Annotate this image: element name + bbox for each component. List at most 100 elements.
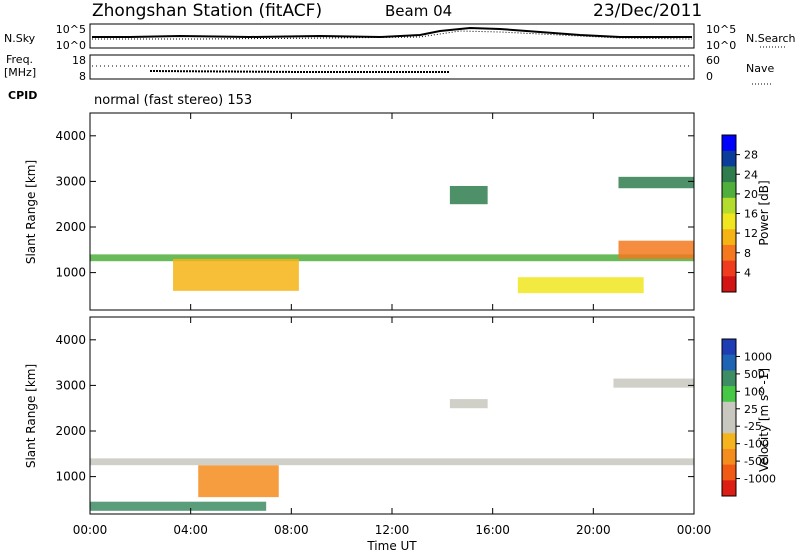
x-tick-label: 00:00 <box>677 523 712 537</box>
power-colorbar: 4 8 12 16 20 24 28 <box>721 134 758 293</box>
x-tick-label: 08:00 <box>274 523 309 537</box>
colorbar-frame <box>721 338 737 497</box>
echo-region <box>449 399 488 409</box>
colorbar-swatch <box>722 480 736 497</box>
colorbar-swatch <box>722 354 736 371</box>
colorbar-swatch <box>722 229 736 246</box>
colorbar-swatch <box>722 197 736 214</box>
colorbar-swatch <box>722 182 736 199</box>
echo-region <box>449 185 488 205</box>
power-y-ticks: 1000 2000 3000 4000 <box>55 129 694 280</box>
date-label: 23/Dec/2011 <box>593 1 702 21</box>
y-tick-label: 3000 <box>55 174 86 188</box>
echo-region <box>613 378 694 388</box>
y-tick-label: 1000 <box>55 470 86 484</box>
colorbar-swatch <box>722 386 736 403</box>
echo-region <box>173 258 299 291</box>
y-tick-label: 2000 <box>55 424 86 438</box>
y-tick-label: 4000 <box>55 333 86 347</box>
power-y-axis-label: Slant Range [km] <box>24 160 38 264</box>
colorbar-swatch <box>722 433 736 450</box>
nsearch-label: N.Search <box>746 32 796 45</box>
velocity-panel-frame <box>89 316 695 515</box>
colorbar-swatch <box>722 464 736 481</box>
freq-label: Freq. <box>6 53 33 66</box>
velocity-colorbar-label: Velocity [m s^-1] <box>757 368 771 472</box>
colorbar-tick-label: -25 <box>744 420 762 433</box>
echo-region <box>618 240 694 259</box>
x-tick-label: 12:00 <box>375 523 410 537</box>
colorbar-tick-label: -100 <box>744 438 769 451</box>
colorbar-swatch <box>722 260 736 277</box>
x-axis-label: Time UT <box>366 539 417 553</box>
colorbar-swatch <box>722 150 736 167</box>
colorbar-swatch <box>722 339 736 356</box>
x-tick-label: 16:00 <box>475 523 510 537</box>
velocity-heatmap <box>90 378 694 511</box>
colorbar-swatch <box>722 166 736 183</box>
echo-region <box>618 176 694 189</box>
velocity-panel: 1000 2000 3000 4000 Slant Range [km] 1000 50… <box>24 316 776 515</box>
nave-label: Nave <box>746 62 774 75</box>
beam-label: Beam 04 <box>385 2 452 20</box>
echo-region <box>90 458 694 466</box>
noise-panel-frame <box>89 23 695 49</box>
colorbar-tick-label: 16 <box>744 208 758 221</box>
x-tick-label: 04:00 <box>173 523 208 537</box>
colorbar-tick-label: 1000 <box>744 350 772 363</box>
nsky-tick-top: 10^5 <box>56 23 86 36</box>
colorbar-tick-label: -500 <box>744 455 769 468</box>
colorbar-tick-label: 500 <box>744 368 765 381</box>
velocity-colorbar: 1000 500 100 25 -25 -100 -500 -1000 <box>721 338 776 497</box>
colorbar-tick-label: 100 <box>744 385 765 398</box>
colorbar-swatch <box>722 417 736 434</box>
freq-unit-label: [MHz] <box>4 66 36 79</box>
colorbar-tick-label: 8 <box>744 247 751 260</box>
colorbar-swatch <box>722 244 736 262</box>
y-tick-label: 1000 <box>55 266 86 280</box>
colorbar-tick-label: 20 <box>744 188 758 201</box>
colorbar-tick-label: 4 <box>744 266 751 279</box>
echo-region <box>90 501 267 511</box>
echo-region <box>198 465 279 498</box>
colorbar-tick-label: 28 <box>744 149 758 162</box>
echo-region <box>517 277 644 294</box>
colorbar-tick-label: 12 <box>744 227 758 240</box>
y-tick-label: 4000 <box>55 129 86 143</box>
cpid-value: normal (fast stereo) 153 <box>94 93 252 108</box>
nsearch-trace <box>92 30 693 40</box>
nsearch-tick-bottom: 10^0 <box>706 39 736 52</box>
colorbar-swatch <box>722 370 736 387</box>
y-tick-label: 2000 <box>55 220 86 234</box>
nsearch-tick-top: 10^5 <box>706 23 736 36</box>
colorbar-swatch <box>722 448 736 466</box>
y-tick-label: 3000 <box>55 378 86 392</box>
power-colorbar-label: Power [dB] <box>757 180 771 245</box>
colorbar-tick-label: -1000 <box>744 473 776 486</box>
power-panel: 1000 2000 3000 4000 Slant Range [km] 4 8 12 16… <box>24 112 771 311</box>
freq-panel-frame <box>89 54 695 80</box>
time-x-ticks: 00:00 04:00 08:00 12:00 16:00 20:00 00:00 <box>73 113 712 537</box>
freq-trace <box>149 70 450 73</box>
colorbar-swatch <box>722 401 736 418</box>
x-tick-label: 20:00 <box>576 523 611 537</box>
freq-tick-top: 18 <box>72 54 86 67</box>
nave-tick-top: 60 <box>706 54 720 67</box>
station-title: Zhongshan Station (fitACF) <box>92 1 322 21</box>
echo-region <box>90 254 694 262</box>
colorbar-swatch <box>722 213 736 230</box>
velocity-y-axis-label: Slant Range [km] <box>24 364 38 468</box>
nsky-trace <box>92 26 692 39</box>
velocity-y-ticks: 1000 2000 3000 4000 <box>55 333 694 484</box>
x-tick-label: 00:00 <box>73 523 108 537</box>
colorbar-tick-label: 24 <box>744 168 758 181</box>
nave-tick-bottom: 0 <box>706 70 713 83</box>
power-heatmap <box>90 176 694 294</box>
nsky-label: N.Sky <box>4 32 36 45</box>
nsky-tick-bottom: 10^0 <box>56 39 86 52</box>
freq-tick-bottom: 8 <box>79 70 86 83</box>
colorbar-swatch <box>722 276 736 293</box>
colorbar-swatch <box>722 135 736 152</box>
cpid-label: CPID <box>8 89 37 102</box>
